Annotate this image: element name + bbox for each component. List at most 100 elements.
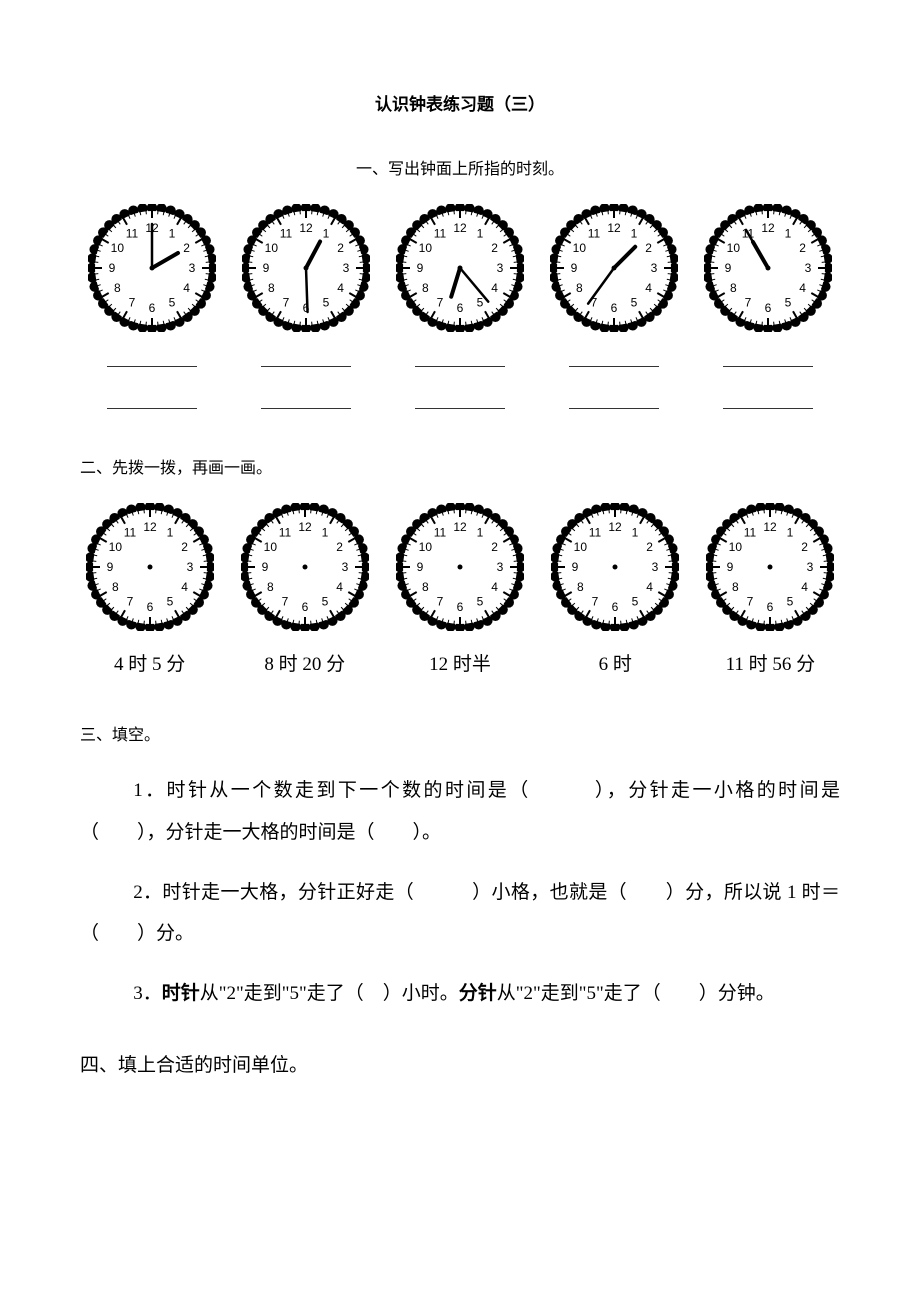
svg-text:7: 7: [592, 595, 599, 609]
svg-text:10: 10: [419, 241, 433, 255]
clock-face: 123456789101112: [80, 204, 224, 332]
svg-text:7: 7: [747, 595, 754, 609]
section-1-blanks-row-1: [80, 352, 840, 372]
svg-text:7: 7: [437, 595, 444, 609]
clock-target-time-label: 11 时 56 分: [701, 649, 840, 676]
svg-text:7: 7: [283, 296, 290, 310]
question-3-bold-1: 时针: [162, 983, 200, 1004]
clock-face-blank: 123456789101112: [390, 503, 529, 631]
svg-text:12: 12: [764, 520, 778, 534]
clock-face: 123456789101112: [388, 204, 532, 332]
svg-text:7: 7: [437, 296, 444, 310]
svg-text:1: 1: [787, 525, 794, 539]
clock-target-time-label: 4 时 5 分: [80, 649, 219, 676]
svg-text:12: 12: [607, 221, 621, 235]
answer-blank: [696, 394, 840, 414]
clock-face-blank: 123456789101112: [701, 503, 840, 631]
svg-text:11: 11: [744, 525, 757, 539]
section-1-blanks-row-2: [80, 394, 840, 414]
svg-text:2: 2: [183, 241, 190, 255]
svg-text:3: 3: [341, 560, 348, 574]
svg-text:3: 3: [651, 261, 658, 275]
svg-text:7: 7: [126, 595, 133, 609]
answer-blank: [388, 394, 532, 414]
svg-text:5: 5: [323, 296, 330, 310]
svg-text:1: 1: [166, 525, 173, 539]
clock-face: 123456789101112: [542, 204, 686, 332]
svg-text:5: 5: [166, 595, 173, 609]
svg-text:1: 1: [321, 525, 328, 539]
svg-text:6: 6: [765, 301, 772, 315]
svg-text:3: 3: [343, 261, 350, 275]
svg-text:10: 10: [727, 241, 741, 255]
svg-text:9: 9: [571, 261, 578, 275]
svg-text:4: 4: [645, 281, 652, 295]
svg-text:9: 9: [261, 560, 268, 574]
svg-text:10: 10: [419, 540, 433, 554]
svg-text:1: 1: [169, 226, 176, 240]
svg-text:8: 8: [577, 580, 584, 594]
svg-text:3: 3: [497, 560, 504, 574]
answer-blank: [696, 352, 840, 372]
svg-text:2: 2: [491, 241, 498, 255]
answer-blank: [80, 352, 224, 372]
svg-text:6: 6: [146, 600, 153, 614]
svg-text:12: 12: [761, 221, 775, 235]
svg-text:4: 4: [183, 281, 190, 295]
svg-text:10: 10: [111, 241, 125, 255]
svg-text:5: 5: [477, 595, 484, 609]
svg-text:9: 9: [725, 261, 732, 275]
svg-text:2: 2: [181, 540, 188, 554]
worksheet-page: 认识钟表练习题（三） 一、写出钟面上所指的时刻。 123456789101112…: [0, 0, 920, 1302]
svg-text:10: 10: [573, 241, 587, 255]
answer-blank: [542, 394, 686, 414]
svg-text:12: 12: [453, 221, 467, 235]
svg-text:6: 6: [457, 301, 464, 315]
svg-text:5: 5: [631, 296, 638, 310]
svg-text:5: 5: [169, 296, 176, 310]
svg-text:1: 1: [477, 525, 484, 539]
svg-text:1: 1: [631, 226, 638, 240]
svg-text:12: 12: [609, 520, 623, 534]
svg-text:1: 1: [632, 525, 639, 539]
svg-text:4: 4: [491, 281, 498, 295]
question-1: 1．时针从一个数走到下一个数的时间是（ ），分针走一小格的时间是（ ），分针走一…: [80, 770, 840, 854]
svg-text:8: 8: [268, 281, 275, 295]
svg-text:5: 5: [321, 595, 328, 609]
svg-text:9: 9: [572, 560, 579, 574]
answer-blank: [80, 394, 224, 414]
svg-text:2: 2: [799, 241, 806, 255]
svg-text:5: 5: [787, 595, 794, 609]
svg-text:12: 12: [298, 520, 312, 534]
svg-text:6: 6: [301, 600, 308, 614]
svg-text:4: 4: [491, 580, 498, 594]
svg-text:10: 10: [263, 540, 277, 554]
svg-text:4: 4: [337, 281, 344, 295]
section-4-heading: 四、填上合适的时间单位。: [80, 1050, 840, 1077]
svg-text:12: 12: [299, 221, 313, 235]
svg-text:1: 1: [477, 226, 484, 240]
svg-text:6: 6: [767, 600, 774, 614]
svg-text:3: 3: [189, 261, 196, 275]
svg-text:11: 11: [434, 525, 447, 539]
svg-text:9: 9: [109, 261, 116, 275]
svg-text:4: 4: [799, 281, 806, 295]
svg-text:4: 4: [646, 580, 653, 594]
svg-text:8: 8: [114, 281, 121, 295]
svg-text:10: 10: [108, 540, 122, 554]
section-1-clocks: 1234567891011121234567891011121234567891…: [80, 204, 840, 332]
svg-text:3: 3: [807, 560, 814, 574]
clock-target-time-label: 12 时半: [390, 649, 529, 676]
svg-text:4: 4: [802, 580, 809, 594]
svg-text:3: 3: [186, 560, 193, 574]
svg-text:7: 7: [129, 296, 136, 310]
clock-face-blank: 123456789101112: [80, 503, 219, 631]
clock-target-time-label: 8 时 20 分: [235, 649, 374, 676]
question-2-text: 2．时针走一大格，分针正好走（ ）小格，也就是（ ）分，所以说 1 时＝（ ）分…: [80, 882, 840, 945]
svg-text:11: 11: [588, 226, 601, 240]
svg-text:5: 5: [632, 595, 639, 609]
svg-text:11: 11: [126, 226, 139, 240]
svg-text:8: 8: [730, 281, 737, 295]
svg-text:11: 11: [279, 525, 292, 539]
answer-blank: [542, 352, 686, 372]
